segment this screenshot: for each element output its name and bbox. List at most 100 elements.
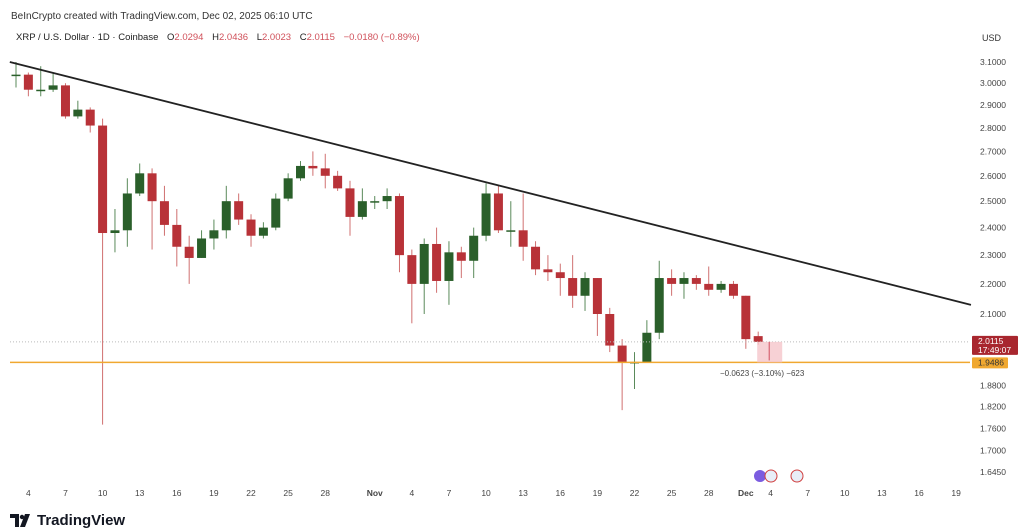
candle[interactable] — [184, 235, 194, 284]
candle-body — [98, 125, 108, 234]
price-tick-label: 2.4000 — [980, 223, 1006, 233]
candle[interactable] — [493, 185, 503, 234]
time-tick-label: 16 — [172, 488, 182, 498]
symbol-title[interactable]: XRP / U.S. Dollar · 1D · Coinbase — [16, 32, 159, 43]
event-icon[interactable] — [754, 470, 766, 482]
price-tick-label: 1.7600 — [980, 423, 1006, 433]
time-tick-label: 4 — [409, 488, 414, 498]
candle-body — [283, 178, 293, 199]
candle[interactable] — [73, 100, 83, 119]
time-axis: 4 7 10 13 16 19 22 25 28 Nov 4 7 10 13 16 19 22 25 28 Dec 4 7… — [26, 488, 961, 498]
candle[interactable] — [296, 161, 306, 181]
candle[interactable] — [209, 219, 219, 250]
candle[interactable] — [555, 263, 565, 296]
time-tick-label: Nov — [367, 488, 383, 498]
candle-body — [493, 193, 503, 231]
candle[interactable] — [159, 185, 169, 236]
candle[interactable] — [172, 208, 182, 267]
candle[interactable] — [728, 280, 738, 299]
us-flag-icon[interactable] — [764, 469, 778, 483]
candle[interactable] — [531, 241, 541, 276]
candle[interactable] — [617, 339, 627, 411]
candle[interactable] — [407, 249, 417, 324]
candle[interactable] — [592, 278, 602, 336]
candle[interactable] — [60, 83, 70, 119]
candle[interactable] — [630, 352, 639, 390]
candle[interactable] — [642, 320, 652, 362]
candle-body — [642, 332, 652, 362]
price-axis: 3.1000 3.0000 2.9000 2.8000 2.7000 2.6000 2.50… — [980, 57, 1006, 477]
support-price-value: 1.9486 — [978, 357, 1004, 367]
candle[interactable] — [308, 151, 318, 176]
candle[interactable] — [11, 62, 21, 88]
currency-label[interactable]: USD — [982, 33, 1002, 43]
candle[interactable] — [543, 255, 553, 281]
candle[interactable] — [110, 208, 120, 253]
descending-trendline[interactable] — [9, 61, 972, 306]
price-tick-label: 3.1000 — [980, 57, 1006, 67]
candle[interactable] — [234, 193, 244, 225]
candle[interactable] — [345, 180, 355, 236]
us-flag-icon[interactable] — [790, 469, 804, 483]
candle[interactable] — [580, 272, 590, 311]
candle-body — [580, 278, 590, 296]
candle[interactable] — [432, 227, 442, 293]
candle[interactable] — [98, 118, 108, 425]
candle[interactable] — [704, 266, 714, 296]
candle-body — [370, 201, 380, 203]
candle[interactable] — [48, 72, 58, 92]
candle[interactable] — [456, 246, 466, 279]
candle[interactable] — [23, 72, 33, 97]
economic-events[interactable] — [754, 469, 804, 483]
candle-body — [11, 74, 21, 77]
candle[interactable] — [444, 241, 454, 305]
candle[interactable] — [605, 307, 615, 353]
candle-body — [617, 345, 627, 362]
candle[interactable] — [197, 230, 207, 258]
candle[interactable] — [741, 295, 751, 349]
price-tags: 2.0115 17:49:07 1.9486 — [972, 335, 1018, 369]
candle[interactable] — [135, 163, 145, 197]
candle[interactable] — [283, 173, 293, 202]
candle[interactable] — [147, 168, 157, 250]
candle-body — [147, 173, 157, 202]
candle[interactable] — [419, 238, 429, 314]
candle-body — [333, 175, 343, 189]
candle[interactable] — [679, 272, 689, 299]
time-tick-label: 19 — [209, 488, 219, 498]
candle-body — [667, 278, 677, 284]
candle-body — [728, 283, 738, 296]
candle[interactable] — [85, 107, 95, 133]
candle[interactable] — [394, 193, 404, 273]
candle[interactable] — [271, 193, 281, 231]
candle-body — [506, 230, 516, 232]
candle[interactable] — [691, 275, 701, 290]
candle-body — [23, 74, 33, 90]
candle[interactable] — [258, 222, 268, 239]
candle[interactable] — [506, 201, 516, 247]
candle[interactable] — [654, 260, 664, 340]
candle[interactable] — [320, 153, 330, 189]
candle-body — [308, 165, 318, 169]
candle[interactable] — [122, 178, 132, 247]
candle-body — [592, 278, 602, 314]
candle[interactable] — [246, 214, 256, 247]
candle-body — [704, 283, 714, 290]
candle[interactable] — [357, 188, 367, 220]
candle[interactable] — [518, 193, 528, 261]
candle[interactable] — [333, 170, 343, 191]
tradingview-logo[interactable]: TradingView — [10, 512, 125, 529]
candle[interactable] — [667, 269, 677, 296]
candle[interactable] — [370, 196, 380, 209]
candle-body — [444, 252, 454, 281]
candle[interactable] — [469, 227, 479, 279]
candle[interactable] — [716, 280, 726, 293]
candle[interactable] — [481, 183, 491, 242]
candle[interactable] — [36, 66, 46, 97]
price-tick-label: 2.5000 — [980, 196, 1006, 206]
tradingview-logo-icon — [10, 514, 32, 527]
candle[interactable] — [221, 185, 231, 239]
candle[interactable] — [382, 188, 392, 209]
candle[interactable] — [568, 255, 578, 308]
